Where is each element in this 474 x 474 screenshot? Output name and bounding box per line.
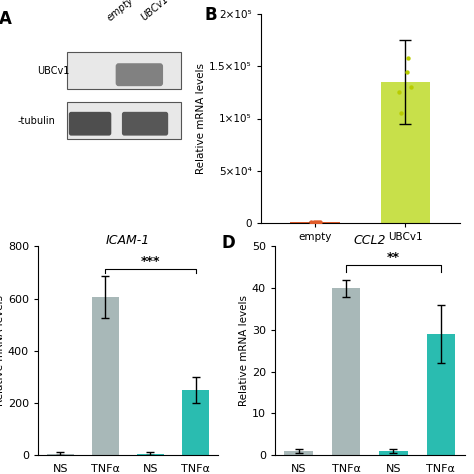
Text: UBCv1: UBCv1: [139, 0, 171, 23]
Text: B: B: [205, 6, 218, 24]
FancyBboxPatch shape: [122, 112, 168, 136]
FancyBboxPatch shape: [69, 112, 111, 136]
Bar: [379, 451, 408, 455]
Text: ***: ***: [141, 255, 160, 268]
Point: [397, 109, 404, 117]
Bar: [67, 102, 181, 139]
Text: **: **: [387, 251, 400, 264]
Text: D: D: [222, 234, 236, 252]
Bar: [427, 334, 455, 455]
Bar: [67, 52, 181, 89]
Y-axis label: Relative mRNA levels: Relative mRNA levels: [239, 295, 249, 406]
Bar: [182, 391, 209, 455]
Bar: [137, 454, 164, 455]
Y-axis label: Relative mRNA levels: Relative mRNA levels: [196, 63, 206, 174]
Title: CCL2: CCL2: [354, 234, 386, 246]
Bar: [284, 451, 313, 455]
Point: [403, 68, 411, 75]
Bar: [332, 288, 360, 455]
Point: [312, 219, 320, 226]
Point: [405, 54, 412, 62]
Point: [395, 89, 403, 96]
Bar: [92, 297, 119, 455]
Text: UBCv1: UBCv1: [37, 65, 69, 75]
Point: [407, 83, 415, 91]
Point: [308, 219, 315, 226]
Y-axis label: Relative mRNA levels: Relative mRNA levels: [0, 295, 5, 406]
Title: ICAM-1: ICAM-1: [106, 234, 150, 246]
Text: empty: empty: [105, 0, 136, 23]
Point: [314, 219, 321, 226]
Text: A: A: [0, 10, 12, 28]
Bar: [47, 454, 74, 455]
Point: [310, 219, 318, 226]
Bar: [381, 82, 430, 223]
FancyBboxPatch shape: [116, 63, 163, 86]
Text: -tubulin: -tubulin: [18, 116, 56, 126]
Bar: [290, 222, 340, 223]
Point: [316, 219, 324, 226]
